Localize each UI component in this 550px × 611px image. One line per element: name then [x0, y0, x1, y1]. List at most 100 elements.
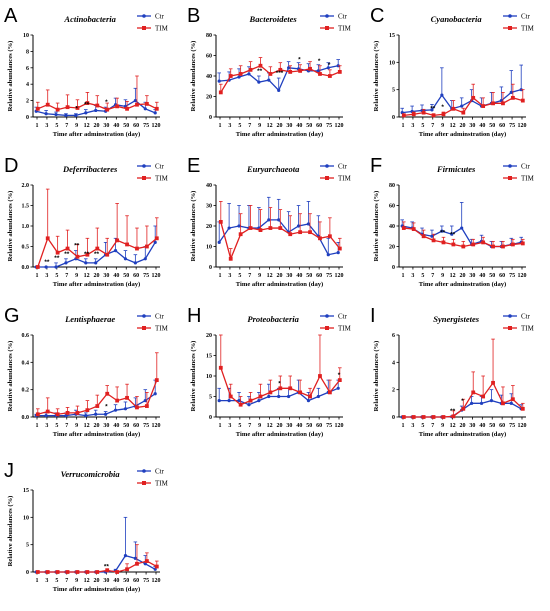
- y-tick-label: 5: [26, 543, 29, 549]
- y-axis-label: Relative abundances (%): [7, 191, 14, 262]
- data-point: [143, 107, 147, 111]
- data-point: [318, 72, 322, 76]
- data-point: [501, 101, 505, 106]
- y-axis-label: Relative abundances (%): [190, 41, 197, 112]
- x-tick-label: 5: [55, 273, 58, 279]
- data-point: [431, 238, 436, 243]
- x-tick-label: 75: [143, 273, 149, 279]
- y-tick-label: 0: [26, 115, 29, 121]
- x-tick-label: 5: [55, 578, 58, 584]
- data-point: [115, 104, 120, 109]
- data-point: [509, 90, 513, 94]
- data-point: [520, 98, 525, 103]
- data-point: [318, 374, 322, 378]
- legend-marker: [142, 314, 146, 318]
- y-tick-label: 10: [389, 60, 395, 66]
- data-point: [491, 380, 495, 385]
- panel-title: Verrucomicrobia: [61, 469, 121, 479]
- x-tick-label: 5: [421, 423, 424, 429]
- data-point: [336, 251, 340, 255]
- panel-title: Proteobacteria: [247, 314, 299, 324]
- x-tick-label: 20: [94, 578, 100, 584]
- data-point: [306, 399, 311, 403]
- x-tick-label: 50: [123, 123, 129, 129]
- data-point: [75, 106, 80, 110]
- significance-marker: *: [298, 57, 301, 64]
- x-tick-label: 120: [518, 123, 527, 129]
- data-point: [509, 401, 513, 405]
- data-point: [288, 386, 293, 391]
- data-point: [337, 378, 342, 382]
- x-tick-label: 20: [460, 273, 466, 279]
- data-point: [113, 249, 118, 253]
- data-point: [489, 399, 494, 403]
- x-tick-label: 40: [479, 423, 485, 429]
- y-tick-label: 0: [392, 415, 395, 421]
- data-point: [154, 106, 159, 111]
- data-point: [479, 401, 484, 405]
- data-point: [298, 390, 303, 395]
- data-point: [440, 229, 444, 233]
- data-point: [104, 412, 108, 416]
- x-tick-label: 1: [219, 123, 222, 129]
- y-tick-label: 20: [206, 95, 212, 101]
- legend-label: Ctr: [155, 163, 165, 171]
- data-point: [84, 414, 88, 418]
- data-point: [35, 412, 40, 417]
- data-point: [481, 394, 486, 399]
- data-point: [55, 250, 60, 255]
- legend-label: TIM: [338, 325, 352, 333]
- significance-marker: **: [84, 251, 90, 258]
- data-point: [267, 78, 271, 82]
- series-tim: [35, 188, 159, 269]
- x-tick-label: 7: [65, 273, 68, 279]
- data-point: [268, 72, 273, 76]
- series-ctr: [34, 379, 157, 418]
- data-point: [288, 70, 293, 74]
- y-tick-label: 20: [206, 333, 212, 339]
- panel-letter: C: [370, 5, 384, 27]
- panel-title: Lentisphaerae: [64, 314, 115, 324]
- x-tick-label: 60: [316, 423, 322, 429]
- x-tick-label: 7: [65, 123, 68, 129]
- data-point: [125, 242, 129, 247]
- y-tick-label: 5: [392, 88, 395, 94]
- y-tick-label: 15: [206, 354, 212, 360]
- y-tick-label: 40: [206, 183, 212, 189]
- significance-marker: *: [105, 99, 108, 106]
- data-point: [520, 241, 525, 246]
- y-tick-label: 0.4: [22, 360, 30, 366]
- data-point: [441, 240, 446, 245]
- data-point: [227, 399, 231, 403]
- x-tick-label: 9: [441, 423, 444, 429]
- x-tick-label: 3: [228, 123, 231, 129]
- data-point: [115, 570, 120, 574]
- data-point: [520, 406, 525, 411]
- legend-label: TIM: [521, 175, 535, 183]
- data-point: [153, 111, 157, 115]
- data-point: [228, 256, 233, 261]
- x-tick-label: 9: [441, 123, 444, 129]
- significance-marker: **: [64, 251, 70, 258]
- data-point: [411, 112, 416, 117]
- significance-marker: **: [450, 231, 456, 238]
- x-axis-label: Time after adminstration (day): [53, 431, 140, 438]
- data-point: [123, 407, 128, 411]
- panel-title: Actinobacteria: [63, 14, 116, 24]
- significance-marker: **: [440, 229, 446, 236]
- panel-title: Cyanobacteria: [431, 14, 483, 24]
- data-point: [75, 411, 80, 415]
- x-axis-label: Time after adminstration (day): [236, 431, 323, 438]
- data-point: [401, 226, 406, 230]
- x-tick-label: 3: [45, 273, 48, 279]
- y-tick-label: 0: [209, 265, 212, 271]
- legend-marker: [325, 326, 329, 330]
- panel-g: G Lentisphaerae 0.0 0.2 0.4 0.6 1 3 5 7 9 12 20 30 40 5…: [4, 305, 169, 438]
- significance-marker: **: [257, 68, 263, 75]
- data-point: [306, 222, 311, 226]
- data-point: [337, 70, 342, 74]
- y-tick-label: 30: [206, 204, 212, 210]
- series-ctr: [217, 196, 340, 257]
- x-tick-label: 120: [335, 423, 344, 429]
- data-point: [277, 394, 281, 399]
